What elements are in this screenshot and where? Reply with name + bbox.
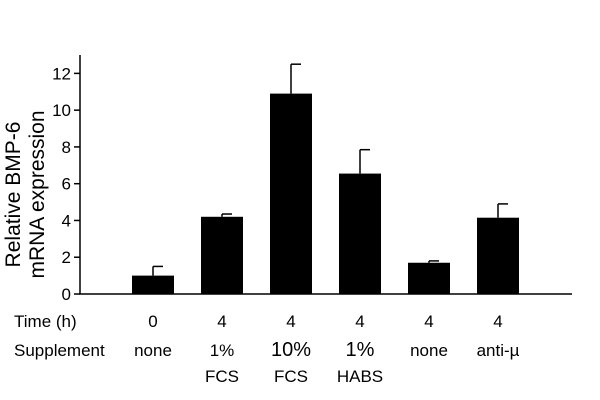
supplement-row-label: Supplement [14,341,105,360]
bar [201,216,243,294]
time-value-label: 4 [493,312,502,331]
time-value-label: 0 [148,312,157,331]
time-row-label: Time (h) [14,312,77,331]
time-value-label: 4 [355,312,364,331]
y-tick-label: 12 [52,64,71,83]
error-bars [152,63,508,276]
supplement-value-label: anti-µ [477,341,520,360]
supplement-value-label: 10% [271,339,311,361]
bar [408,262,450,294]
bar [339,173,381,294]
y-axis-label-line: mRNA expression [26,110,49,278]
y-axis-label-line: Relative BMP-6 [2,122,25,268]
time-value-label: 4 [286,312,295,331]
y-tick-label: 10 [52,101,71,120]
bar [270,93,312,294]
bar [132,275,174,294]
supplement-value-label: FCS [274,367,308,386]
supplement-value-label: 1% [210,341,235,360]
y-tick-label: 8 [62,138,71,157]
supplement-value-label: none [134,341,172,360]
y-ticks: 0 2 4 6 8 10 12 [52,64,80,304]
y-tick-label: 2 [62,248,71,267]
bars [132,93,519,294]
time-value-label: 4 [217,312,226,331]
bar [477,217,519,294]
x-category-labels: Time (h) Supplement 0 none 4 1% FCS 4 10% FCS 4 1% H… [14,312,520,386]
y-axis-label: Relative BMP-6 mRNA expression [2,110,49,278]
y-tick-label: 6 [62,175,71,194]
supplement-value-label: FCS [205,367,239,386]
time-value-label: 4 [424,312,433,331]
supplement-value-label: 1% [346,339,375,361]
y-tick-label: 4 [62,211,71,230]
supplement-value-label: HABS [337,367,383,386]
y-tick-label: 0 [62,285,71,304]
supplement-value-label: none [410,341,448,360]
